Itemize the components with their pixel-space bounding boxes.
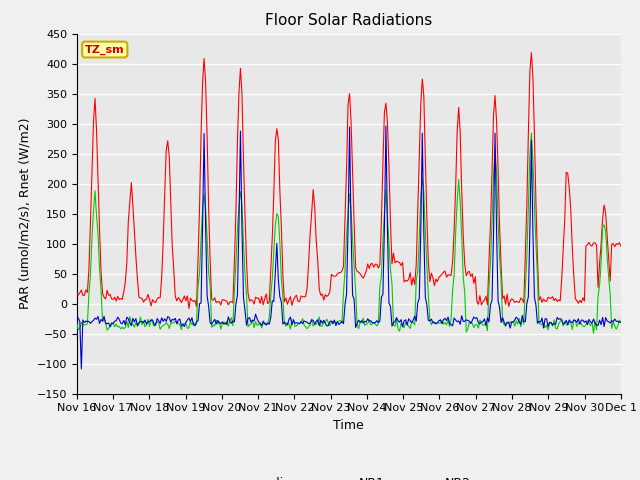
Y-axis label: PAR (umol/m2/s), Rnet (W/m2): PAR (umol/m2/s), Rnet (W/m2) [18,118,31,309]
X-axis label: Time: Time [333,419,364,432]
Text: TZ_sm: TZ_sm [85,44,125,55]
Title: Floor Solar Radiations: Floor Solar Radiations [265,13,433,28]
Legend: q_line, NR1, NR2: q_line, NR1, NR2 [222,472,476,480]
